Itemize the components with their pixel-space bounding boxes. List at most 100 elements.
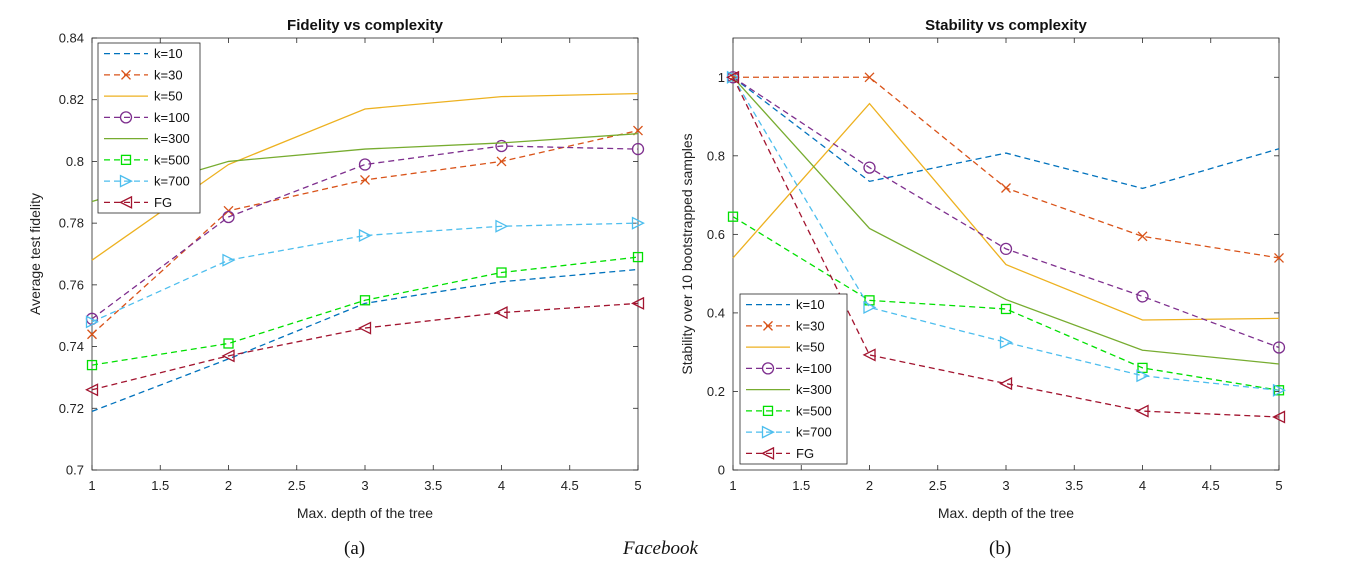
series-point-FG <box>726 70 740 84</box>
series-point-k=700 <box>1136 369 1150 383</box>
series-line-k=10 <box>732 76 1280 190</box>
series-point-k=500 <box>1000 303 1012 315</box>
series-point-k=500 <box>223 338 234 349</box>
series-point-FG <box>358 321 372 335</box>
series-line-k=500 <box>91 256 639 366</box>
legend-label: k=300 <box>796 382 832 397</box>
series-point-FG <box>999 377 1013 391</box>
legend-label: k=30 <box>154 67 183 82</box>
legend-marker <box>120 154 132 166</box>
series-point-k=30-b <box>1001 183 1011 193</box>
series-point-k=100 <box>358 158 372 171</box>
series-point-FG <box>631 296 645 310</box>
series-point-FG <box>221 349 235 363</box>
figure: 1 1.5 2 2.5 3 3.5 4 4.5 5 0.7 0.72 0.74 0.76 0.78 0.8 0… <box>27 17 1286 521</box>
x-tick-label: 1.5 <box>151 478 169 493</box>
series-point-k=100 <box>495 139 508 153</box>
legend-box <box>97 42 201 214</box>
legend-label: k=50 <box>154 89 183 104</box>
caption-dataset: Facebook <box>623 538 698 559</box>
series-line-k=700 <box>732 76 1280 391</box>
x-tick-label: 2 <box>225 478 232 493</box>
legend-label: k=100 <box>154 110 190 125</box>
y-tick-label: 0.8 <box>707 148 725 163</box>
y-axis-label: Stability over 10 bootstrapped samples <box>679 133 695 374</box>
y-tick-label: 0.72 <box>59 401 84 416</box>
y-tick-label: 0.4 <box>707 305 725 320</box>
legend-marker <box>119 174 133 188</box>
legend-label: k=50 <box>796 340 825 355</box>
caption-a: (a) <box>344 538 366 559</box>
series-point-k=700 <box>85 315 99 329</box>
series-point-k=700 <box>495 219 509 233</box>
series-point-FG <box>494 306 508 320</box>
x-axis-label: Max. depth of the tree <box>297 505 433 521</box>
series-point-k=100 <box>631 142 645 156</box>
legend-box <box>739 293 848 465</box>
y-tick-label: 0.82 <box>59 92 84 107</box>
caption-b: (b) <box>989 538 1012 559</box>
series-line-k=500 <box>732 216 1280 391</box>
chart-title: Fidelity vs complexity <box>287 17 444 34</box>
legend-marker-b <box>121 69 131 80</box>
series-point-k=700 <box>222 253 236 267</box>
series-point-k=500 <box>86 359 98 371</box>
x-axis-label: Max. depth of the tree <box>938 505 1074 521</box>
series-line-k=100 <box>91 145 639 320</box>
series-line-k=10 <box>91 268 639 412</box>
series-point-FG <box>1272 410 1286 424</box>
series-point-k=100 <box>863 161 876 174</box>
series-line-k=700 <box>91 222 639 323</box>
series-point-k=100 <box>1272 341 1286 354</box>
legend-marker <box>119 111 133 124</box>
series-point-FG <box>85 383 99 397</box>
legend-marker <box>119 195 133 209</box>
series-point-k=500 <box>496 267 507 278</box>
legend-marker <box>762 405 774 417</box>
series-point-k=30-b <box>1137 231 1148 242</box>
y-tick-label: 0.7 <box>66 463 84 478</box>
series-point-k=700 <box>631 216 645 230</box>
legend-label: k=700 <box>796 425 832 440</box>
series-line-FG <box>91 302 639 391</box>
series-point-k=30-b <box>864 72 875 83</box>
x-tick-label: 4.5 <box>1202 478 1220 493</box>
y-tick-label: 0.76 <box>59 277 84 292</box>
legend-label: k=700 <box>154 174 190 189</box>
legend-marker <box>761 362 775 375</box>
series-point-k=700 <box>1272 383 1286 397</box>
series-point-FG <box>862 348 876 362</box>
series-line-FG <box>732 76 1280 418</box>
series-point-k=30-b <box>496 156 507 167</box>
series-point-k=700 <box>358 228 372 243</box>
y-tick-label: 0 <box>718 463 725 478</box>
y-tick-label: 0.2 <box>707 384 725 399</box>
y-tick-label: 0.84 <box>59 31 84 46</box>
legend-label: k=500 <box>796 403 832 418</box>
x-tick-label: 4 <box>1139 478 1146 493</box>
x-tick-label: 4.5 <box>561 478 579 493</box>
legend-label: k=10 <box>154 46 183 61</box>
series-point-k=100 <box>1136 290 1149 303</box>
x-tick-label: 4 <box>498 478 505 493</box>
y-tick-label: 0.78 <box>59 216 84 231</box>
series-point-k=700 <box>999 335 1013 349</box>
x-tick-label: 3.5 <box>424 478 442 493</box>
legend-label: k=100 <box>796 361 832 376</box>
series-line-k=300 <box>732 76 1280 365</box>
series-point-k=100 <box>999 242 1013 256</box>
x-tick-label: 1 <box>88 478 95 493</box>
chart-title: Stability vs complexity <box>925 17 1087 34</box>
series-point-k=30-b <box>360 174 370 185</box>
series-point-k=700 <box>863 300 877 314</box>
legend-label: k=10 <box>796 297 825 312</box>
series-point-FG <box>1135 404 1149 418</box>
legend-label: k=500 <box>154 152 190 167</box>
x-tick-label: 1.5 <box>792 478 810 493</box>
legend-marker-b <box>763 320 773 331</box>
legend-label: FG <box>154 195 172 210</box>
x-tick-label: 3 <box>361 478 368 493</box>
x-tick-label: 2.5 <box>929 478 947 493</box>
y-tick-label: 1 <box>718 70 725 85</box>
series-point-k=500 <box>632 251 644 263</box>
